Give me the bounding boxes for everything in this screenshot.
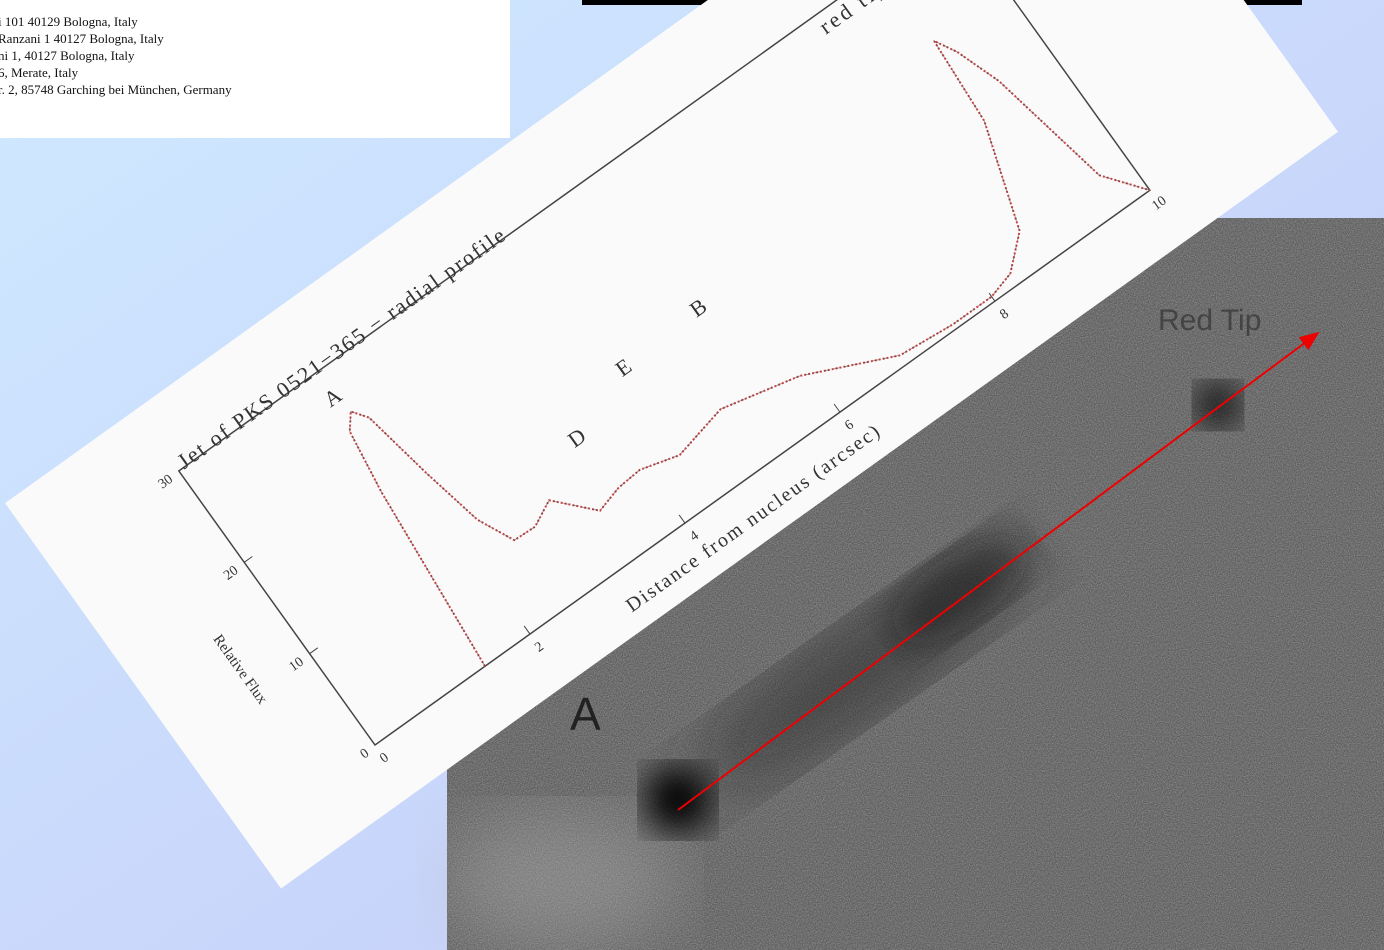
affiliation-line: r. 2, 85748 Garching bei München, German…	[0, 82, 232, 97]
image-label: Red Tip	[1158, 304, 1261, 337]
affiliation-line: i 101 40129 Bologna, Italy	[0, 14, 138, 29]
affiliation-line: Ranzani 1 40127 Bologna, Italy	[0, 31, 164, 46]
affiliation-line: ni 1, 40127 Bologna, Italy	[0, 48, 135, 63]
slide: A Red Tip i 101 40129 Bologna, Italy Ranz…	[0, 0, 1384, 950]
affiliation-line: 6, Merate, Italy	[0, 65, 79, 80]
affiliation-box: i 101 40129 Bologna, Italy Ranzani 1 4012…	[0, 0, 510, 138]
page: {"affiliations": ["i 101 40129 Bologna, …	[0, 0, 1384, 950]
image-label: A	[570, 688, 601, 740]
